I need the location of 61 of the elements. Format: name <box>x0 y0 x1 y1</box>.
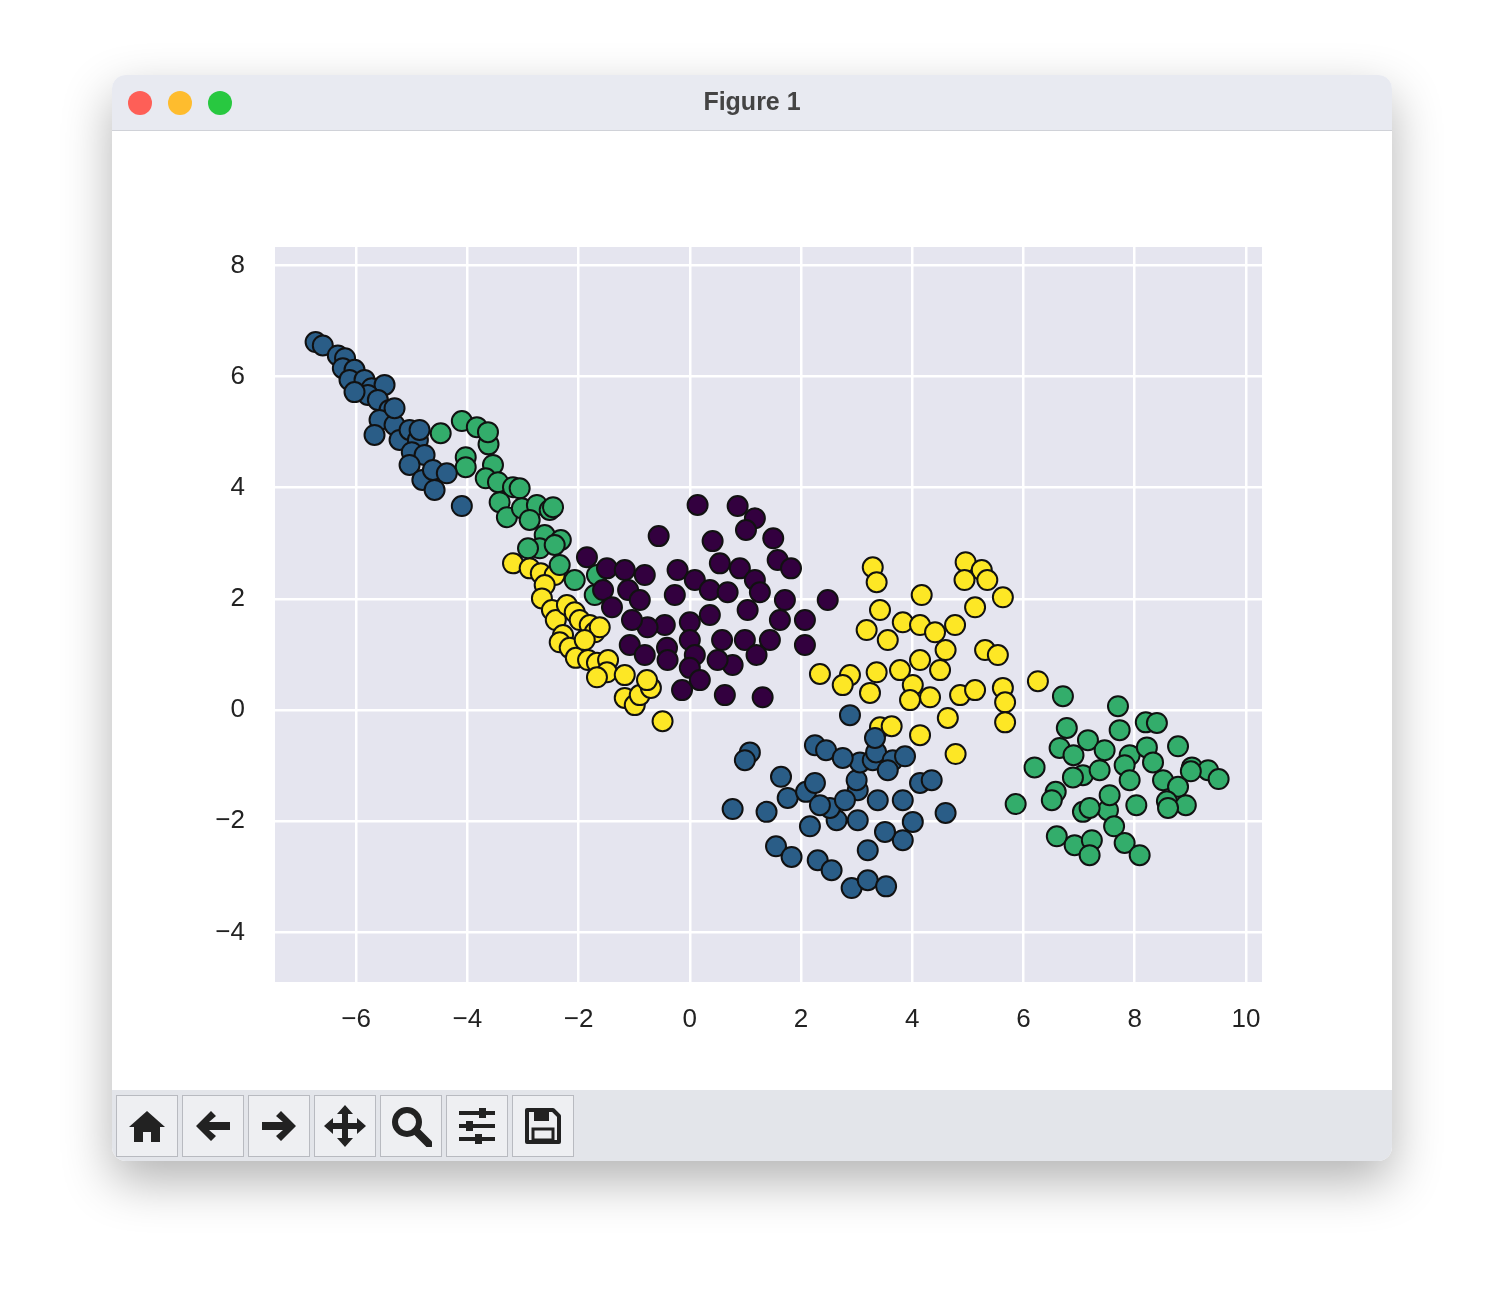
point <box>726 495 749 518</box>
point <box>575 546 598 569</box>
x-tick-label: 8 <box>1127 1002 1142 1033</box>
point <box>736 599 759 622</box>
point <box>686 493 709 516</box>
point <box>678 611 701 634</box>
point <box>745 644 768 667</box>
point <box>706 649 729 672</box>
y-tick-label: 0 <box>230 693 245 724</box>
point <box>683 569 706 592</box>
point <box>793 609 816 632</box>
point <box>698 579 721 602</box>
point <box>713 684 736 707</box>
point <box>698 604 721 627</box>
x-tick-label: 0 <box>682 1002 698 1033</box>
point <box>663 584 686 607</box>
point <box>628 589 651 612</box>
point <box>671 679 694 702</box>
point <box>734 518 757 541</box>
point <box>656 649 679 672</box>
point <box>701 530 724 553</box>
point <box>816 589 839 612</box>
point <box>592 579 615 602</box>
point <box>600 596 623 619</box>
y-tick-label: −4 <box>215 915 245 946</box>
y-tick-label: −2 <box>215 804 245 835</box>
point <box>633 564 656 587</box>
point <box>708 552 731 575</box>
point <box>620 609 643 632</box>
point <box>633 644 656 667</box>
point <box>595 557 618 580</box>
point <box>780 557 803 580</box>
x-tick-label: 4 <box>905 1002 920 1033</box>
x-tick-label: 2 <box>793 1002 809 1033</box>
point <box>711 629 734 652</box>
x-tick-label: 6 <box>1016 1002 1031 1033</box>
y-tick-label: 2 <box>230 582 245 613</box>
x-tick-label: −2 <box>563 1002 594 1033</box>
point <box>666 559 689 582</box>
x-tick-label: 10 <box>1231 1002 1261 1033</box>
point <box>748 581 771 604</box>
y-tick-label: 8 <box>230 248 245 279</box>
point <box>768 609 791 632</box>
y-tick-label: 6 <box>230 359 245 390</box>
y-tick-label: 4 <box>230 470 245 501</box>
point <box>762 527 785 550</box>
x-tick-label: −4 <box>452 1002 483 1033</box>
chart-title: Figure 1 <box>702 87 802 116</box>
point <box>688 669 711 692</box>
point <box>647 525 670 548</box>
point <box>613 559 636 582</box>
point <box>618 634 641 657</box>
point <box>653 614 676 637</box>
x-tick-label: −6 <box>341 1002 372 1033</box>
point <box>728 557 751 580</box>
point <box>751 686 774 709</box>
point <box>733 629 756 652</box>
point <box>793 634 816 657</box>
point <box>773 589 796 612</box>
point <box>716 581 739 604</box>
point <box>758 629 781 652</box>
